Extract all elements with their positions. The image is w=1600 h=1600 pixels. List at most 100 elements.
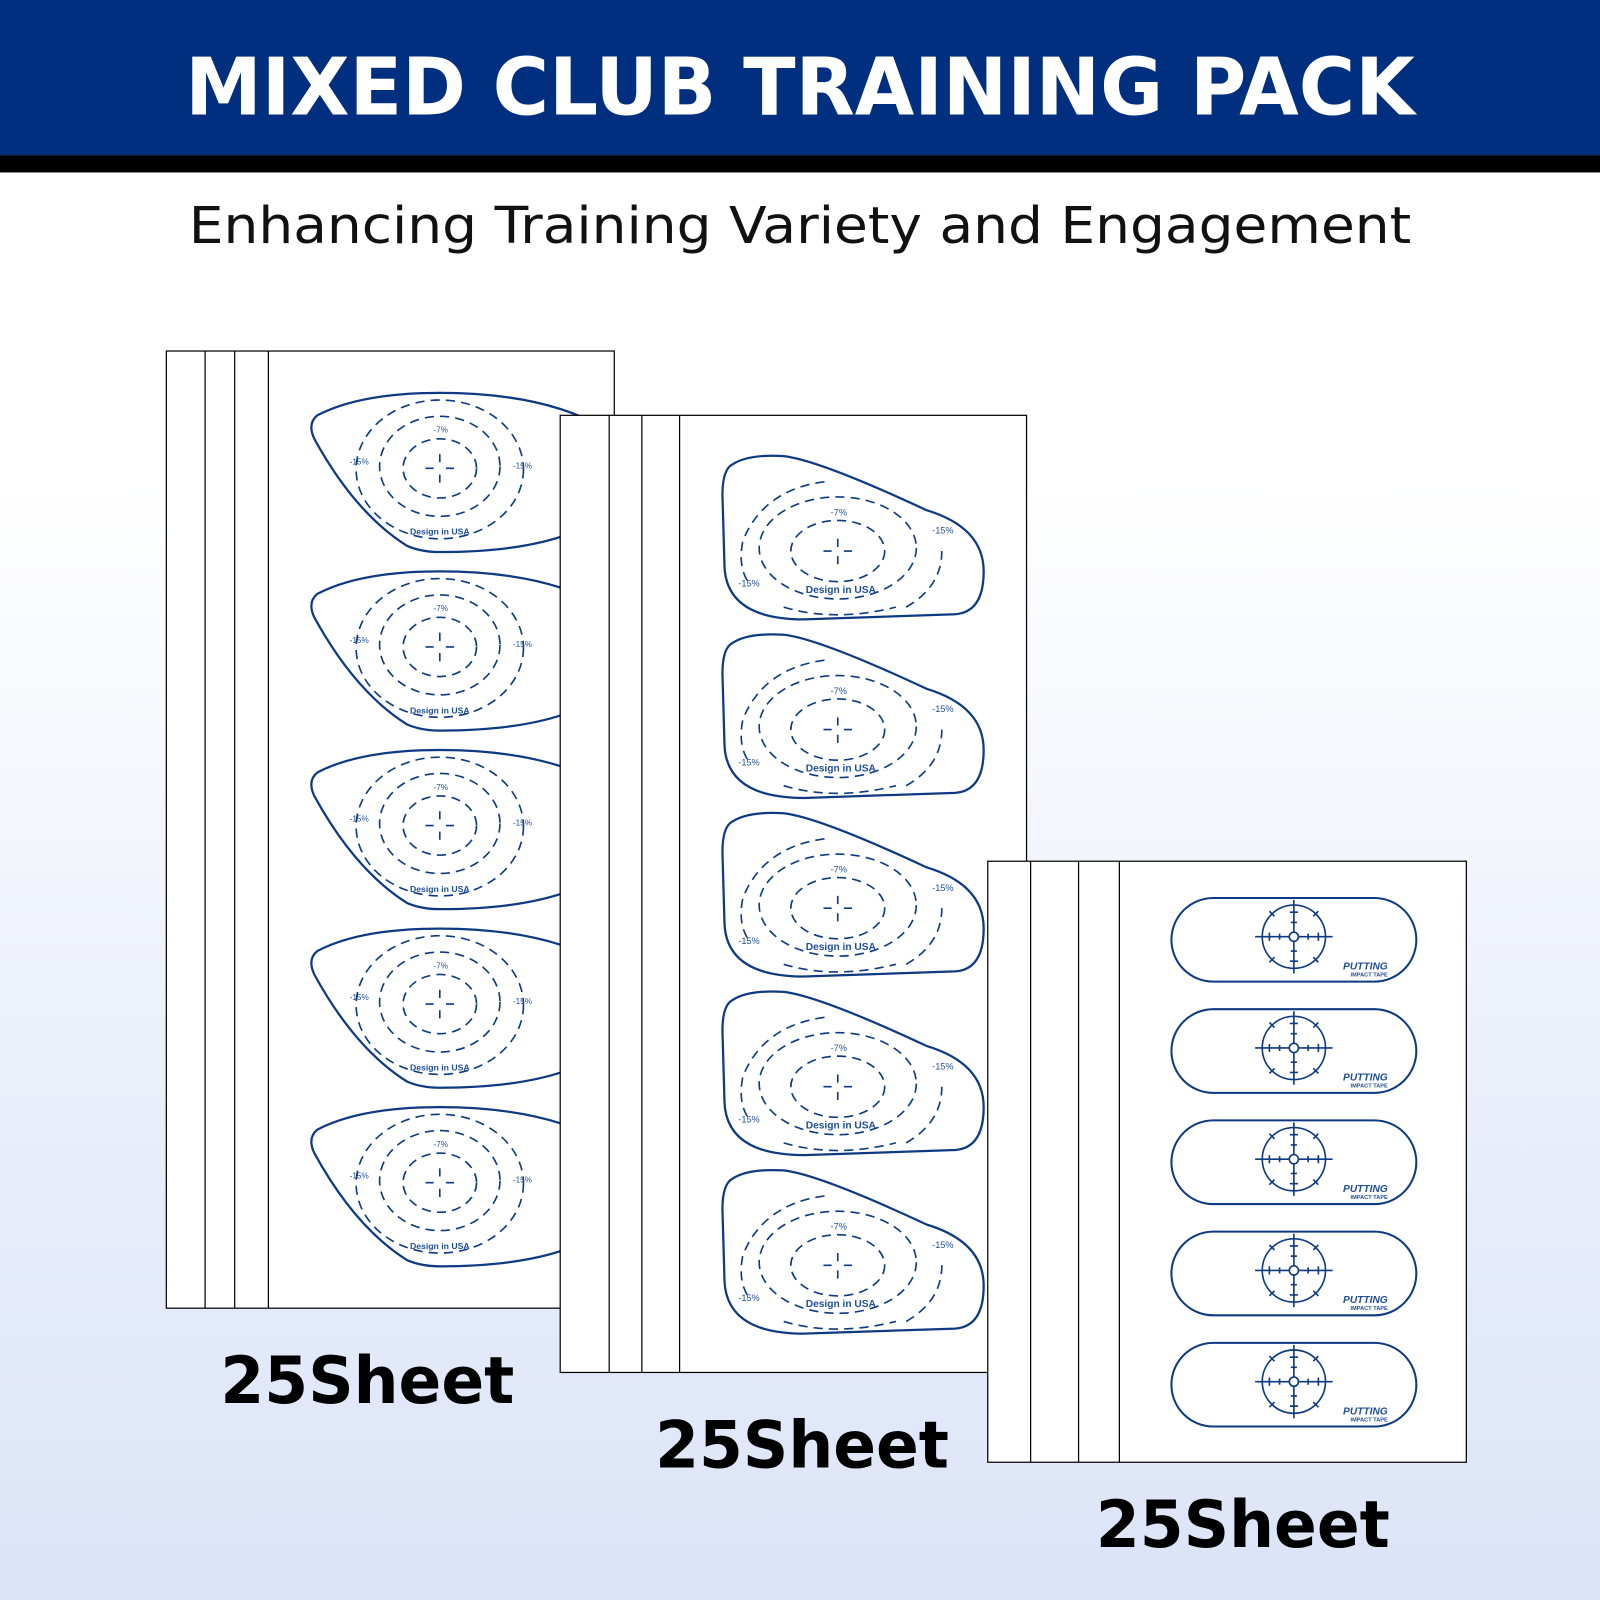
dashed-ring — [402, 437, 478, 499]
dashed-ring — [758, 496, 918, 600]
sticker-text: IMPACT TAPE — [1351, 1417, 1388, 1423]
driver-face-outline — [310, 927, 607, 1089]
sticker-sheet-driver: -7% -15% -15% Design in USA -7% -15% -15% Desig… — [165, 350, 615, 1309]
crosshair-icon — [425, 989, 455, 1019]
sticker-text: -15% — [350, 993, 369, 1002]
header-band — [0, 0, 1600, 156]
dashed-ring — [790, 519, 886, 583]
dashed-ring — [740, 480, 943, 616]
sticker-text: PUTTING — [1343, 1184, 1388, 1195]
sticker-text: -15% — [350, 457, 369, 466]
sticker-text: Design in USA — [806, 942, 877, 953]
crosshair-icon — [823, 1253, 853, 1279]
dashed-ring — [740, 837, 943, 973]
iron-face-outline — [721, 454, 985, 621]
header-rule — [0, 155, 1600, 173]
sticker-text: -15% — [350, 636, 369, 645]
sticker-text: IMPACT TAPE — [1351, 1306, 1388, 1312]
dashed-ring — [355, 1113, 525, 1254]
crosshair-icon — [823, 895, 853, 922]
sticker-text: -15% — [350, 814, 369, 823]
dashed-ring — [790, 1055, 886, 1119]
sticker-text: -15% — [932, 526, 953, 536]
dashed-ring — [355, 577, 525, 719]
dashed-ring — [355, 934, 525, 1076]
sticker-sheet-iron: -7% -15% -15% Design in USA -7% -15% -15% Desig… — [559, 414, 1028, 1374]
sticker-text: -15% — [738, 1293, 759, 1303]
driver-sticker: -7% -15% -15% Design in USA — [310, 570, 607, 732]
dashed-ring — [758, 853, 918, 957]
sticker-text: -7% — [831, 864, 847, 874]
driver-sticker: -7% -15% -15% Design in USA — [310, 1106, 607, 1268]
sticker-text: -15% — [738, 757, 759, 767]
dashed-ring — [378, 1129, 501, 1232]
sticker-text: -15% — [932, 704, 953, 714]
sticker-text: -15% — [738, 1114, 759, 1124]
iron-sticker: -7% -15% -15% Design in USA — [721, 633, 985, 800]
dashed-ring — [355, 399, 525, 540]
sticker-text: Design in USA — [806, 585, 877, 596]
target-center — [1288, 1153, 1300, 1165]
iron-sticker: -7% -15% -15% Design in USA — [721, 454, 985, 621]
sheet-count-label: 25Sheet — [1096, 1487, 1390, 1563]
sticker-text: Design in USA — [410, 1241, 470, 1251]
dashed-ring — [402, 973, 478, 1035]
target-center — [1288, 1042, 1300, 1054]
sticker-text: Design in USA — [806, 1121, 877, 1132]
dashed-ring — [790, 698, 886, 762]
dashed-ring — [758, 1210, 918, 1315]
target-center — [1288, 1265, 1300, 1276]
dashed-ring — [758, 1031, 918, 1136]
page-title: MIXED CLUB TRAINING PACK — [185, 40, 1418, 133]
dashed-ring — [740, 1016, 943, 1152]
dashed-ring — [378, 772, 501, 875]
sticker-text: Design in USA — [410, 884, 470, 894]
sticker-text: -15% — [513, 461, 532, 470]
sticker-text: PUTTING — [1343, 1295, 1388, 1306]
sticker-text: -7% — [434, 604, 449, 613]
crosshair-icon — [823, 1074, 853, 1100]
sticker-text: -15% — [738, 579, 759, 589]
sticker-text: -15% — [932, 1061, 953, 1071]
crosshair-icon — [425, 632, 455, 662]
sticker-text: IMPACT TAPE — [1351, 973, 1388, 979]
driver-face-outline — [310, 391, 607, 554]
driver-face-outline — [310, 570, 607, 732]
crosshair-icon — [823, 538, 853, 565]
dashed-ring — [740, 1195, 943, 1330]
iron-face-outline — [721, 633, 985, 800]
target-center — [1288, 1376, 1300, 1388]
sticker-text: -15% — [738, 936, 759, 946]
dashed-ring — [740, 659, 943, 795]
sticker-text: -7% — [831, 1043, 847, 1053]
driver-face-outline — [310, 1106, 607, 1268]
sticker-text: PUTTING — [1343, 1073, 1388, 1084]
target-center — [1288, 931, 1300, 943]
dashed-ring — [378, 951, 501, 1053]
crosshair-icon — [425, 811, 455, 840]
sticker-text: -15% — [932, 883, 953, 893]
sticker-text: -7% — [434, 426, 449, 435]
driver-face-outline — [310, 748, 607, 911]
sticker-text: PUTTING — [1343, 1406, 1388, 1417]
sticker-text: -7% — [434, 961, 449, 970]
iron-sticker: -7% -15% -15% Design in USA — [721, 811, 985, 978]
iron-face-outline — [721, 811, 985, 978]
sticker-text: IMPACT TAPE — [1351, 1084, 1388, 1090]
iron-sticker: -7% -15% -15% Design in USA — [721, 990, 985, 1157]
sticker-text: Design in USA — [806, 763, 877, 774]
dashed-ring — [378, 594, 501, 696]
iron-face-outline — [721, 1168, 985, 1335]
crosshair-icon — [823, 717, 853, 743]
sheet-count-label: 25Sheet — [655, 1407, 949, 1483]
sticker-text: Design in USA — [806, 1299, 877, 1310]
sticker-text: -15% — [513, 1176, 532, 1185]
sticker-text: Design in USA — [410, 527, 470, 537]
sticker-text: -7% — [831, 1222, 847, 1232]
sticker-text: Design in USA — [410, 705, 470, 715]
page-subtitle: Enhancing Training Variety and Engagemen… — [189, 197, 1411, 256]
iron-sticker: -7% -15% -15% Design in USA — [721, 1168, 985, 1335]
